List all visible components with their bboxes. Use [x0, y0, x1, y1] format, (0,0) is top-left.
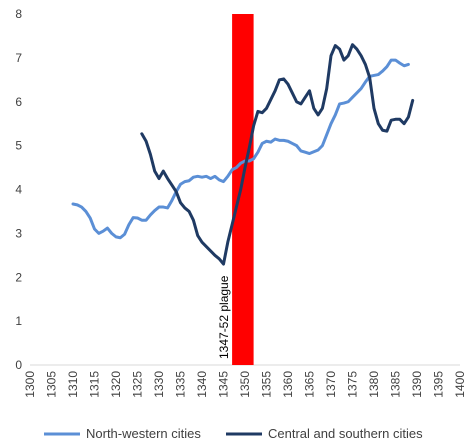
- x-tick-label: 1320: [109, 371, 123, 398]
- x-tick-label: 1365: [303, 371, 317, 398]
- x-tick-label: 1330: [152, 371, 166, 398]
- y-tick-label: 1: [15, 314, 22, 328]
- legend-label-north-western: North-western cities: [86, 426, 201, 441]
- legend: North-western cities Central and souther…: [44, 426, 423, 441]
- y-tick-label: 0: [15, 358, 22, 372]
- x-tick-label: 1335: [174, 371, 188, 398]
- y-tick-label: 5: [15, 139, 22, 153]
- x-tick-label: 1310: [66, 371, 80, 398]
- x-tick-label: 1345: [217, 371, 231, 398]
- x-tick-label: 1340: [195, 371, 209, 398]
- x-tick-label: 1370: [324, 371, 338, 398]
- y-tick-label: 4: [15, 183, 22, 197]
- x-tick-label: 1350: [238, 371, 252, 398]
- plague-band: [232, 14, 254, 365]
- y-tick-label: 8: [15, 7, 22, 21]
- x-tick-label: 1355: [260, 371, 274, 398]
- x-tick-label: 1400: [453, 371, 467, 398]
- plague-annotation-label: 1347-52 plague: [217, 275, 231, 359]
- y-tick-label: 7: [15, 51, 22, 65]
- x-tick-label: 1325: [131, 371, 145, 398]
- y-tick-label: 3: [15, 226, 22, 240]
- x-tick-label: 1390: [410, 371, 424, 398]
- series-line-north-western: [71, 58, 410, 240]
- x-tick-label: 1300: [23, 371, 37, 398]
- plot-area: 0 1 2 3 4 5 6 7 8 1300 1305 1310 1315 1320 1325 1330 133…: [15, 7, 467, 398]
- x-tick-label: 1305: [45, 371, 59, 398]
- series-line-central-southern: [140, 43, 415, 266]
- y-tick-label: 6: [15, 95, 22, 109]
- legend-label-central-southern: Central and southern cities: [268, 426, 423, 441]
- y-tick-label: 2: [15, 270, 22, 284]
- x-tick-label: 1395: [432, 371, 446, 398]
- x-tick-label: 1315: [88, 371, 102, 398]
- x-tick-label: 1380: [367, 371, 381, 398]
- x-tick-label: 1360: [281, 371, 295, 398]
- x-tick-label: 1375: [346, 371, 360, 398]
- x-tick-label: 1385: [389, 371, 403, 398]
